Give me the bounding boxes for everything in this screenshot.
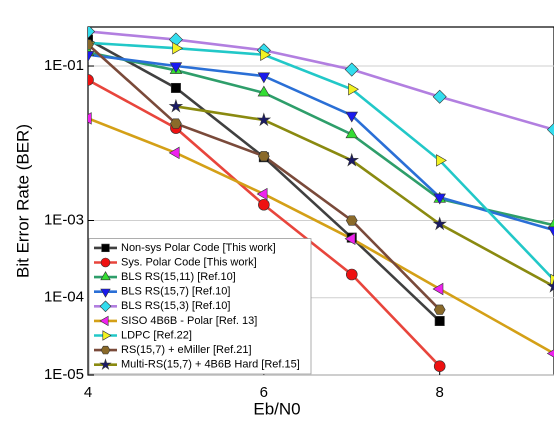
marker xyxy=(100,271,111,281)
marker xyxy=(256,112,272,127)
legend-label: Multi-RS(15,7) + 4B6B Hard [Ref.15] xyxy=(121,359,300,371)
marker xyxy=(170,118,182,129)
marker xyxy=(436,154,447,167)
marker xyxy=(257,85,271,97)
y-tick-label: 1E-04 xyxy=(44,289,84,306)
marker xyxy=(170,82,181,93)
marker xyxy=(256,187,268,201)
marker xyxy=(88,112,92,125)
grid xyxy=(87,65,554,376)
marker xyxy=(546,122,554,137)
marker xyxy=(345,111,359,123)
marker xyxy=(433,360,446,372)
legend-label: BLS RS(15,11) [Ref.10] xyxy=(121,271,236,283)
legend-label: SISO 4B6B - Polar [Ref. 13] xyxy=(121,315,257,327)
marker xyxy=(101,243,110,253)
marker xyxy=(258,198,270,211)
marker xyxy=(88,27,96,39)
marker xyxy=(546,349,554,358)
series-line xyxy=(88,41,554,281)
marker xyxy=(169,62,183,74)
marker xyxy=(172,41,184,55)
y-axis-title: Bit Error Rate (BER) xyxy=(13,124,32,278)
marker xyxy=(88,39,94,50)
marker xyxy=(344,62,359,77)
marker xyxy=(432,89,447,104)
series-layer xyxy=(88,27,554,372)
marker xyxy=(88,51,95,62)
series-line xyxy=(88,30,554,131)
legend-label: Sys. Polar Code [This work] xyxy=(121,256,257,268)
marker xyxy=(432,282,444,296)
legend-label: LDPC [Ref.22] xyxy=(121,329,192,341)
marker xyxy=(168,98,184,113)
marker xyxy=(547,217,554,229)
legend-label: BLS RS(15,3) [Ref.10] xyxy=(121,300,230,312)
x-axis-title: Eb/N0 xyxy=(253,399,300,418)
marker xyxy=(348,83,359,96)
marker xyxy=(100,345,111,355)
marker xyxy=(100,288,111,298)
marker xyxy=(547,226,554,238)
marker xyxy=(433,193,446,205)
legend-label: Non-sys Polar Code [This work] xyxy=(121,242,276,254)
legend-label: RS(15,7) + eMiller [Ref.21] xyxy=(121,344,252,356)
marker xyxy=(99,315,109,327)
series-line xyxy=(88,117,554,355)
marker xyxy=(258,151,270,162)
legend-label: BLS RS(15,7) [Ref.10] xyxy=(121,286,230,298)
marker xyxy=(168,146,180,160)
marker xyxy=(88,74,94,86)
marker xyxy=(546,278,554,293)
marker xyxy=(345,268,358,281)
y-tick-label: 1E-01 xyxy=(44,57,84,74)
marker xyxy=(344,152,359,167)
marker xyxy=(100,257,111,268)
x-tick-label: 6 xyxy=(260,384,268,401)
marker xyxy=(345,215,358,226)
marker xyxy=(99,358,112,370)
marker xyxy=(102,330,112,341)
x-tick-label: 4 xyxy=(84,384,92,401)
marker xyxy=(344,232,356,246)
marker xyxy=(432,216,447,231)
y-tick-label: 1E-03 xyxy=(44,211,84,228)
y-tick-label: 1E-05 xyxy=(44,366,84,383)
legend: Non-sys Polar Code [This work] Sys. Polar… xyxy=(88,238,312,375)
marker xyxy=(257,72,271,84)
legend-box xyxy=(88,238,312,375)
marker xyxy=(345,127,359,139)
marker xyxy=(434,316,445,326)
series-line xyxy=(88,53,554,232)
x-tick-label: 8 xyxy=(436,384,444,401)
marker xyxy=(433,304,446,315)
marker xyxy=(99,300,112,313)
marker xyxy=(260,48,272,61)
